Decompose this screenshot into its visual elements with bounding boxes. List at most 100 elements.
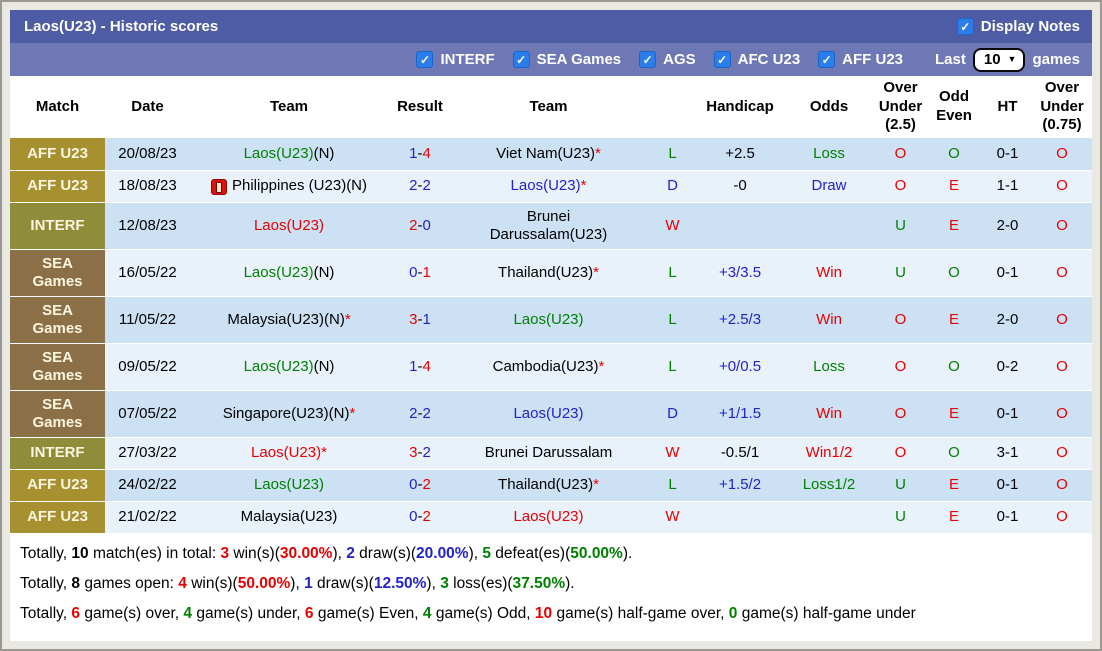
filter-checkbox-ags[interactable]: AGS: [639, 51, 696, 68]
text-segment: 2: [422, 404, 431, 422]
odds-cell: Loss: [780, 138, 878, 171]
date-cell: 09/05/22: [105, 343, 190, 391]
text-segment: ),: [290, 574, 305, 592]
text-segment: Laos(U23): [510, 177, 581, 194]
text-segment: *: [321, 444, 327, 461]
away-team-cell: Brunei Darussalam(U23): [452, 202, 645, 250]
checkbox-checked-icon[interactable]: [639, 51, 657, 68]
halftime-cell: 1-1: [985, 170, 1030, 203]
home-team-cell: Philippines (U23)(N): [190, 170, 388, 203]
text-segment: -: [417, 177, 423, 194]
odds-cell: Win: [780, 296, 878, 344]
games-label: games: [1032, 51, 1080, 68]
handicap-cell: [700, 501, 780, 534]
match-type-cell: AFF U23: [10, 170, 105, 203]
filter-checkbox-sea-games[interactable]: SEA Games: [512, 51, 621, 68]
halftime-cell: 2-0: [985, 202, 1030, 250]
over-under-075-cell: O: [1030, 170, 1092, 203]
text-segment: (N): [313, 144, 335, 162]
odd-even-cell: E: [923, 170, 985, 203]
text-segment: loss(es)(: [448, 574, 513, 592]
odd-even-cell: E: [923, 202, 985, 250]
text-segment: Thailand(U23): [498, 476, 594, 493]
text-segment: Brunei Darussalam: [484, 444, 613, 461]
filter-checkbox-afc-u23[interactable]: AFC U23: [713, 51, 800, 68]
result-cell: 0-1: [388, 249, 452, 297]
text-segment: 2: [422, 444, 431, 461]
home-team-cell: Malaysia(U23): [190, 501, 388, 534]
column-header: HT: [985, 76, 1030, 138]
checkbox-checked-icon[interactable]: [416, 51, 434, 68]
checkbox-checked-icon[interactable]: [818, 51, 836, 68]
over-under-075-cell: O: [1030, 202, 1092, 250]
halftime-cell: 0-1: [985, 249, 1030, 297]
text-segment: 6: [304, 604, 314, 622]
match-type-cell: SEA Games: [10, 296, 105, 344]
text-segment: -: [417, 444, 423, 461]
text-segment: *: [593, 476, 599, 493]
checkbox-checked-icon[interactable]: [512, 51, 530, 68]
text-segment: Totally,: [20, 544, 72, 562]
text-segment: 50.00%: [237, 574, 291, 592]
text-segment: *: [593, 263, 599, 281]
text-segment: *: [580, 177, 587, 194]
result-cell: 1-4: [388, 343, 452, 391]
display-notes-toggle[interactable]: Display Notes: [956, 18, 1080, 35]
away-team-cell: Viet Nam(U23)*: [452, 138, 645, 171]
odd-even-cell: E: [923, 296, 985, 344]
text-segment: game(s) Even,: [313, 604, 423, 622]
handicap-cell: [700, 202, 780, 250]
competition-filters: INTERF SEA Games AGS AFC U23 AFF U23: [416, 51, 903, 68]
odds-cell: [780, 501, 878, 534]
summary-line: Totally, 10 match(es) in total: 3 win(s)…: [20, 539, 1092, 569]
history-table: Match Date Team Result Team Handicap Odds Over …: [10, 76, 1092, 534]
text-segment: -: [417, 404, 423, 422]
over-under-25-cell: O: [878, 138, 923, 171]
over-under-075-cell: O: [1030, 249, 1092, 297]
date-cell: 16/05/22: [105, 249, 190, 297]
date-cell: 21/02/22: [105, 501, 190, 534]
away-team-cell: Cambodia(U23)*: [452, 343, 645, 391]
text-segment: 30.00%: [279, 544, 333, 562]
text-segment: Laos(U23): [253, 476, 325, 493]
text-segment: 1: [304, 574, 313, 592]
odd-even-cell: O: [923, 249, 985, 297]
text-segment: game(s) half-game over,: [552, 604, 729, 622]
home-team-cell: Malaysia(U23)(N)*: [190, 296, 388, 344]
checkbox-checked-icon[interactable]: [956, 18, 974, 35]
result-cell: 1-4: [388, 138, 452, 171]
filter-checkbox-interf[interactable]: INTERF: [416, 51, 495, 68]
table-row: INTERF 27/03/22 Laos(U23)* 3-2 Brunei Daruss…: [10, 437, 1092, 470]
checkbox-checked-icon[interactable]: [713, 51, 731, 68]
text-segment: draw(s)(: [354, 544, 417, 562]
table-row: AFF U23 24/02/22 Laos(U23) 0-2 Thailand(U23)…: [10, 469, 1092, 502]
text-segment: 0: [409, 263, 418, 281]
filter-checkbox-aff-u23[interactable]: AFF U23: [818, 51, 903, 68]
text-segment: (N): [313, 357, 335, 375]
date-cell: 07/05/22: [105, 390, 190, 438]
text-segment: *: [344, 310, 351, 328]
halftime-cell: 0-2: [985, 343, 1030, 391]
text-segment: win(s)(: [186, 574, 238, 592]
over-under-25-cell: O: [878, 437, 923, 470]
home-team-cell: Laos(U23)(N): [190, 343, 388, 391]
away-team-cell: Laos(U23): [452, 390, 645, 438]
text-segment: -: [417, 357, 423, 375]
text-segment: 4: [422, 604, 432, 622]
result-cell: 3-2: [388, 437, 452, 470]
odds-cell: Draw: [780, 170, 878, 203]
odds-cell: Win: [780, 249, 878, 297]
table-row: AFF U23 21/02/22 Malaysia(U23) 0-2 Laos(U23)…: [10, 501, 1092, 534]
match-type-cell: SEA Games: [10, 249, 105, 297]
odd-even-cell: E: [923, 469, 985, 502]
text-segment: 2: [409, 404, 418, 422]
text-segment: Totally,: [20, 604, 72, 622]
table-row: INTERF 12/08/23 Laos(U23) 2-0 Brunei Darussa…: [10, 202, 1092, 250]
text-segment: 2: [346, 544, 355, 562]
last-games-select[interactable]: 10: [972, 47, 1026, 72]
odd-even-cell: E: [923, 501, 985, 534]
text-segment: 0: [409, 476, 418, 493]
text-segment: 2: [422, 177, 431, 194]
column-header: Result: [388, 76, 452, 138]
text-segment: 4: [422, 357, 431, 375]
